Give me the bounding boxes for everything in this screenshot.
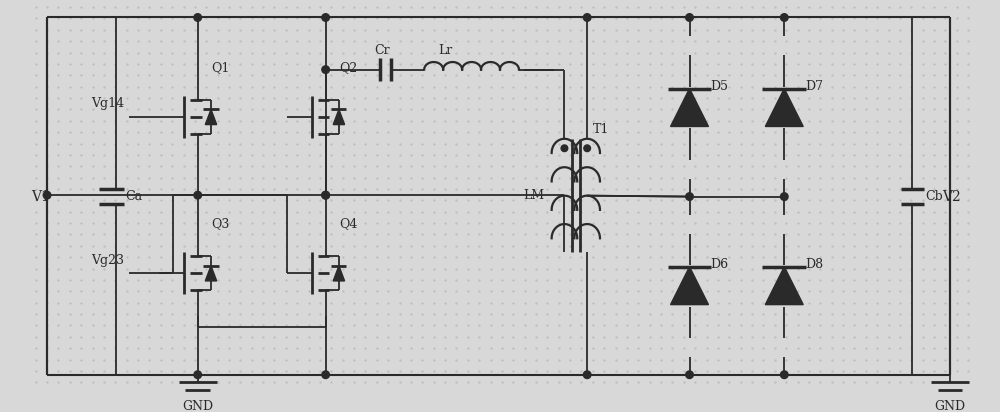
Text: GND: GND bbox=[935, 400, 966, 412]
Circle shape bbox=[322, 371, 329, 379]
Text: Lr: Lr bbox=[438, 44, 453, 57]
Polygon shape bbox=[333, 266, 345, 281]
Circle shape bbox=[561, 145, 568, 152]
Text: Q1: Q1 bbox=[211, 61, 229, 74]
Text: Vg23: Vg23 bbox=[91, 253, 124, 267]
Text: Vg14: Vg14 bbox=[91, 97, 124, 110]
Circle shape bbox=[686, 371, 693, 379]
Circle shape bbox=[322, 192, 329, 199]
Text: GND: GND bbox=[182, 400, 213, 412]
Circle shape bbox=[322, 192, 329, 199]
Circle shape bbox=[584, 145, 590, 152]
Circle shape bbox=[686, 193, 693, 200]
Text: D6: D6 bbox=[710, 258, 728, 272]
Text: V2: V2 bbox=[943, 190, 961, 204]
Text: Cb: Cb bbox=[925, 190, 943, 203]
Circle shape bbox=[780, 193, 788, 200]
Polygon shape bbox=[671, 89, 708, 126]
Text: D7: D7 bbox=[805, 80, 823, 93]
Polygon shape bbox=[671, 267, 708, 304]
Circle shape bbox=[194, 371, 202, 379]
Circle shape bbox=[194, 14, 202, 21]
Circle shape bbox=[194, 192, 202, 199]
Text: D5: D5 bbox=[710, 80, 728, 93]
Circle shape bbox=[780, 371, 788, 379]
Polygon shape bbox=[765, 267, 803, 304]
Circle shape bbox=[780, 14, 788, 21]
Polygon shape bbox=[205, 266, 217, 281]
Polygon shape bbox=[205, 110, 217, 124]
Circle shape bbox=[43, 192, 51, 199]
Circle shape bbox=[322, 14, 329, 21]
Polygon shape bbox=[765, 89, 803, 126]
Polygon shape bbox=[333, 110, 345, 124]
Circle shape bbox=[583, 371, 591, 379]
Circle shape bbox=[583, 14, 591, 21]
Text: Ca: Ca bbox=[126, 190, 143, 203]
Text: Q3: Q3 bbox=[211, 218, 229, 231]
Text: D8: D8 bbox=[805, 258, 823, 272]
Text: T1: T1 bbox=[593, 123, 609, 136]
Text: Cr: Cr bbox=[374, 44, 390, 57]
Text: Q4: Q4 bbox=[339, 218, 357, 231]
Text: V1: V1 bbox=[31, 190, 50, 204]
Circle shape bbox=[686, 14, 693, 21]
Circle shape bbox=[322, 66, 329, 73]
Text: LM: LM bbox=[524, 189, 545, 202]
Text: Q2: Q2 bbox=[339, 61, 357, 74]
